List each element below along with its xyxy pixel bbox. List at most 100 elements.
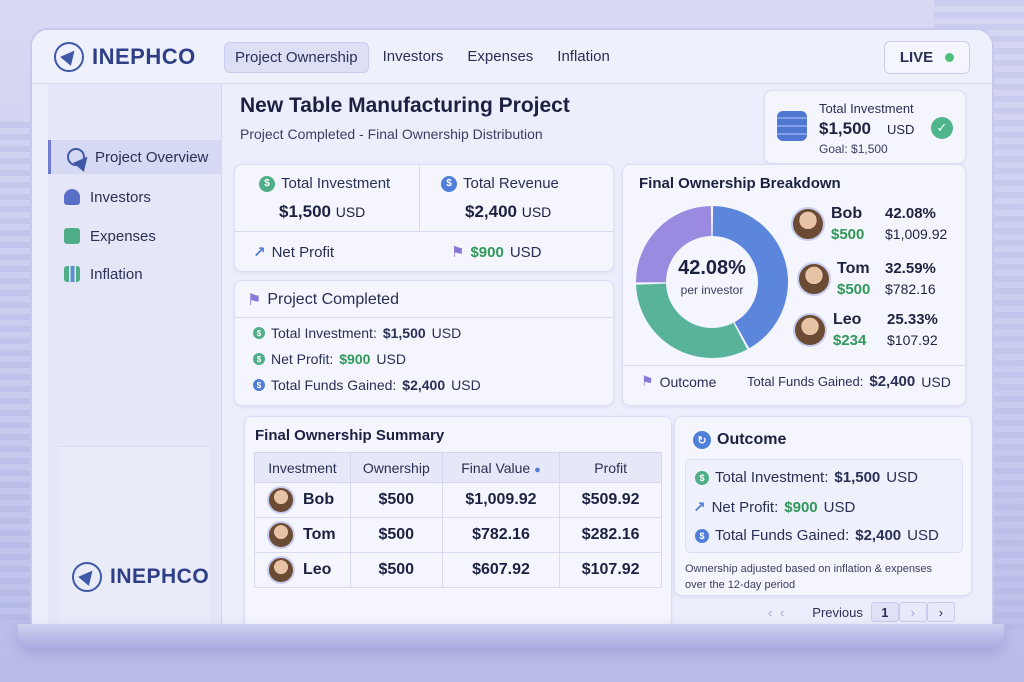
chevron-right-disabled-icon[interactable]: ›: [898, 602, 927, 622]
outcome-note: Ownership adjusted based on inflation & …: [685, 563, 933, 591]
sidebar-item-label: Expenses: [90, 227, 156, 245]
first-page-icon[interactable]: ‹ ‹: [768, 604, 787, 620]
investor-invested: $500: [831, 226, 865, 243]
investor-bob[interactable]: Bob 42.08% $500 $1,009.92: [791, 205, 961, 249]
table-row[interactable]: Tom $500 $782.16 $282.16: [254, 517, 662, 553]
tab-investors[interactable]: Investors: [382, 48, 444, 65]
brand-logo[interactable]: INEPHCO: [54, 42, 196, 72]
list-item: $ Total Investment: $1,500 USD: [253, 325, 461, 341]
brand-name: INEPHCO: [110, 565, 210, 588]
list-item: $ Net Profit: $900 USD: [253, 351, 406, 367]
stat-value: $2,400: [465, 202, 517, 221]
total-investment-value: $1,500: [819, 119, 871, 138]
avatar: [267, 521, 295, 549]
row-label: Net Profit:: [271, 351, 334, 367]
profit-cell: $282.16: [559, 517, 662, 553]
tab-inflation[interactable]: Inflation: [557, 48, 610, 65]
table-header-row: Investment Ownership Final Value ● Profi…: [254, 452, 662, 483]
list-item: $ Total Investment: $1,500 USD: [695, 469, 918, 486]
previous-page-link[interactable]: Previous: [812, 604, 863, 620]
sidebar-panel: [60, 446, 210, 624]
flag-icon: ⚑: [451, 244, 465, 261]
investor-percent: 42.08%: [885, 205, 936, 222]
avatar: [793, 313, 827, 347]
column-header[interactable]: Profit: [559, 452, 662, 483]
stat-unit: USD: [521, 204, 552, 220]
page-subtitle: Project Completed - Final Ownership Dist…: [240, 126, 543, 142]
info-icon[interactable]: ●: [534, 463, 541, 476]
stat-label: Total Revenue: [463, 175, 559, 192]
investor-percent: 25.33%: [887, 311, 938, 328]
page-number-button[interactable]: 1: [870, 602, 899, 622]
dollar-icon: $: [695, 528, 709, 543]
nav-tabs: Project Ownership Investors Expenses Inf…: [224, 42, 620, 73]
project-completed-card: ⚑ Project Completed $ Total Investment: …: [234, 280, 614, 406]
sidebar-item-investors[interactable]: Investors: [48, 180, 222, 214]
total-investment-label: Total Investment: [819, 101, 914, 116]
investor-invested: $500: [837, 281, 871, 298]
row-label: Total Investment:: [715, 469, 829, 486]
top-bar: INEPHCO Project Ownership Investors Expe…: [32, 30, 992, 84]
net-profit-stat-value: ⚑ $900 USD: [451, 243, 542, 262]
investor-name: Leo: [833, 311, 862, 328]
donut-center-label: per investor: [680, 283, 744, 297]
investor-invested: $234: [833, 332, 867, 349]
laptop-base: [18, 624, 1004, 648]
column-header-final-value[interactable]: Final Value ●: [441, 452, 561, 483]
compass-logo-icon: [72, 562, 102, 592]
tab-project-ownership[interactable]: Project Ownership: [224, 42, 369, 73]
dollar-icon: $: [695, 470, 709, 485]
funds-label: Total Funds Gained:: [747, 374, 864, 389]
row-label: Total Funds Gained:: [715, 527, 850, 544]
row-unit: USD: [886, 469, 918, 486]
column-header[interactable]: Ownership: [349, 452, 443, 483]
investor-name: Tom: [303, 526, 336, 543]
list-item: ↗ Net Profit: $900 USD: [693, 498, 855, 517]
investor-value: $1,009.92: [885, 226, 948, 242]
outcome-heading: ↻ Outcome: [693, 431, 786, 449]
sidebar-item-expenses[interactable]: Expenses: [48, 219, 222, 253]
flag-icon: ⚑: [247, 292, 262, 309]
bar-chart-icon: [64, 266, 80, 282]
avatar: [267, 556, 295, 584]
breakdown-outcome-row: ⚑ Outcome: [641, 373, 716, 390]
ownership-cell: $500: [349, 517, 443, 553]
investor-value: $107.92: [887, 332, 938, 348]
investor-leo[interactable]: Leo 25.33% $234 $107.92: [793, 311, 961, 355]
compass-logo-icon: [54, 42, 84, 72]
sidebar-item-label: Inflation: [90, 265, 143, 283]
donut-slice-leo[interactable]: [636, 206, 712, 283]
sidebar-item-project-overview[interactable]: Project Overview: [48, 140, 222, 174]
avatar: [267, 486, 295, 514]
donut-hole: [667, 237, 757, 327]
donut-slice-tom[interactable]: [636, 283, 748, 358]
column-header[interactable]: Investment: [254, 452, 351, 483]
live-button[interactable]: LIVE: [884, 41, 970, 74]
ownership-breakdown-card: Final Ownership Breakdown 42.08% per inv…: [622, 164, 966, 406]
live-status-dot-icon: [945, 53, 955, 62]
refresh-icon: ↻: [693, 431, 711, 449]
ownership-cell: $500: [349, 552, 443, 588]
pagination: ‹ ‹ Previous 1 › ›: [768, 602, 955, 622]
section-title: Project Completed: [267, 291, 399, 308]
outcome-list: [685, 459, 963, 553]
sidebar-item-inflation[interactable]: Inflation: [48, 257, 222, 291]
stat-unit: USD: [335, 204, 366, 220]
total-investment-box: Total Investment $1,500 USD Goal: $1,500…: [764, 90, 966, 164]
outcome-label: Outcome: [659, 373, 717, 390]
total-revenue-stat-value: $2,400 USD: [465, 202, 551, 222]
total-investment-stat-value: $1,500 USD: [279, 202, 365, 222]
table-row[interactable]: Leo $500 $607.92 $107.92: [254, 552, 662, 588]
table-row[interactable]: Bob $500 $1,009.92 $509.92: [254, 482, 662, 518]
tab-expenses[interactable]: Expenses: [467, 48, 534, 65]
next-page-button[interactable]: ›: [926, 602, 955, 622]
donut-slice-bob[interactable]: [712, 206, 788, 349]
investor-name: Bob: [303, 491, 335, 508]
ownership-donut-chart: [636, 206, 788, 358]
investor-tom[interactable]: Tom 32.59% $500 $782.16: [797, 260, 961, 304]
sidebar-item-label: Investors: [90, 188, 151, 206]
check-circle-icon: ✓: [931, 117, 953, 139]
investor-percent: 32.59%: [885, 260, 936, 277]
dollar-icon: $: [253, 327, 265, 339]
final-value-cell: $607.92: [441, 552, 561, 588]
